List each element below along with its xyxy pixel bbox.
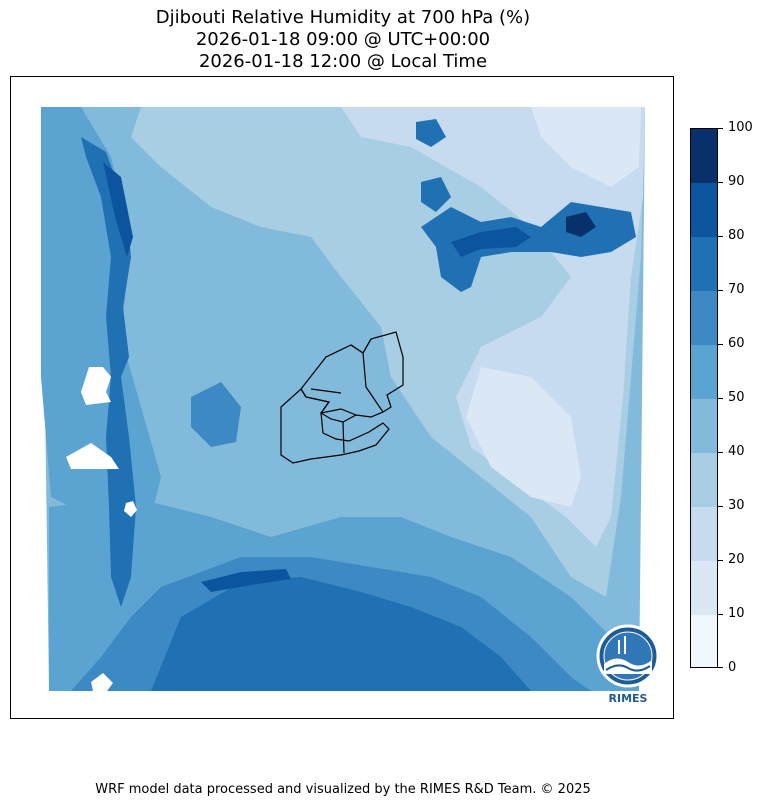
colorbar-tick-mark (718, 452, 723, 453)
colorbar-tick-label: 70 (728, 282, 745, 297)
colorbar-tick-label: 100 (728, 120, 753, 135)
colorbar-tick-label: 40 (728, 444, 745, 459)
humidity-region-90-100-ne-core (566, 212, 596, 237)
colorbar-segment (691, 129, 717, 183)
colorbar-tick-label: 60 (728, 336, 745, 351)
colorbar-tick-label: 80 (728, 228, 745, 243)
missing-data-patch (81, 367, 111, 405)
missing-data-patch (66, 443, 119, 469)
colorbar-tick-mark (718, 290, 723, 291)
colorbar-segment (691, 615, 717, 667)
title-line-variable: Djibouti Relative Humidity at 700 hPa (%… (155, 7, 531, 28)
colorbar-tick-mark (718, 182, 723, 183)
colorbar-tick-mark (718, 128, 723, 129)
missing-data-patch (91, 673, 113, 691)
colorbar-tick-label: 0 (728, 660, 737, 675)
humidity-region-70-80-core (151, 577, 531, 691)
colorbar (690, 128, 718, 668)
colorbar-tick-label: 90 (728, 174, 745, 189)
colorbar-segment (691, 399, 717, 453)
colorbar-tick-label: 10 (728, 606, 745, 621)
country-boundary (280, 331, 404, 464)
humidity-region-80-90-streak (201, 569, 291, 592)
colorbar-segment (691, 183, 717, 237)
map-panel (10, 76, 674, 719)
footer-credit: WRF model data processed and visualized … (95, 782, 591, 797)
humidity-region-60-70-pocket (191, 382, 241, 447)
humidity-region-70-80-ne-cell (421, 177, 451, 212)
humidity-region-10-20-east (531, 107, 641, 187)
humidity-region-80-90-ne-core (451, 227, 531, 257)
colorbar-tick-mark (718, 614, 723, 615)
map-title: Djibouti Relative Humidity at 700 hPa (%… (0, 7, 686, 73)
colorbar-segment (691, 291, 717, 345)
humidity-field-map (41, 107, 645, 691)
humidity-region-50-60-west (41, 107, 161, 517)
title-line-utc-time: 2026-01-18 09:00 @ UTC+00:00 (195, 29, 491, 50)
humidity-region-70-80-west-ridge (81, 137, 136, 607)
logo-text: RIMES (609, 692, 648, 705)
colorbar-segment (691, 345, 717, 399)
colorbar-tick-label: 30 (728, 498, 745, 513)
colorbar-tick-mark (718, 344, 723, 345)
missing-data-patch (124, 501, 137, 517)
colorbar-tick-mark (718, 506, 723, 507)
colorbar-segment (691, 507, 717, 561)
rimes-logo: RIMES (594, 624, 662, 706)
title-line-local-time: 2026-01-18 12:00 @ Local Time (198, 51, 488, 72)
colorbar-tick-mark (718, 236, 723, 237)
colorbar-segment (691, 237, 717, 291)
humidity-region-80-90-west-core (103, 162, 133, 257)
humidity-region-10-20-center (466, 367, 581, 507)
humidity-region-70-80-n-cell (416, 119, 446, 147)
colorbar-tick-label: 20 (728, 552, 745, 567)
colorbar-tick-mark (718, 667, 723, 668)
colorbar-segment (691, 453, 717, 507)
colorbar-tick-mark (718, 560, 723, 561)
colorbar-tick-mark (718, 398, 723, 399)
colorbar-tick-label: 50 (728, 390, 745, 405)
colorbar-segment (691, 561, 717, 615)
